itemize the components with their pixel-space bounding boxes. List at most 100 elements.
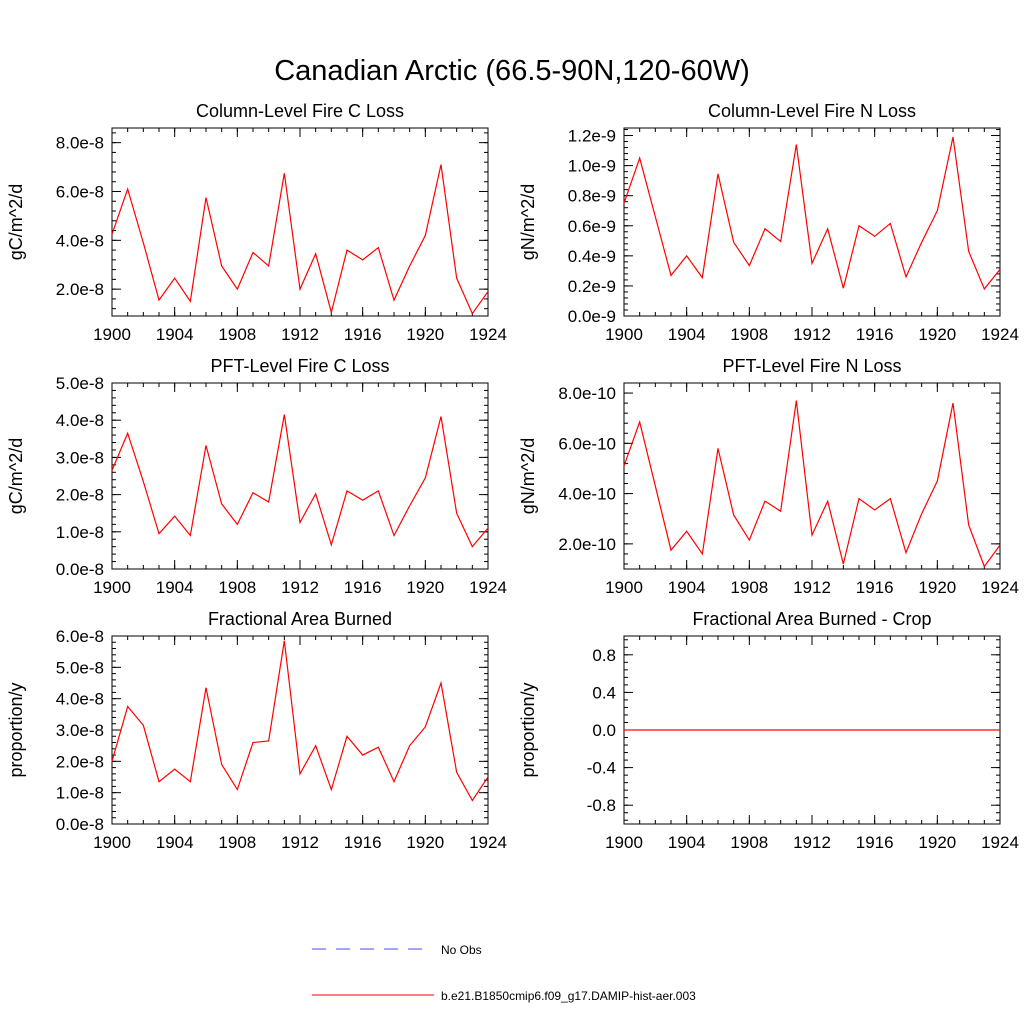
x-tick-label: 1920 — [918, 833, 956, 852]
y-tick-label: 4.0e-8 — [56, 231, 104, 250]
panel-title: Column-Level Fire C Loss — [196, 101, 404, 121]
x-tick-label: 1912 — [793, 325, 831, 344]
x-tick-label: 1908 — [730, 578, 768, 597]
y-axis-label: gN/m^2/d — [518, 438, 538, 514]
x-tick-label: 1900 — [93, 833, 131, 852]
x-tick-label: 1916 — [344, 325, 382, 344]
series-line — [111, 640, 489, 802]
y-tick-label: 3.0e-8 — [56, 448, 104, 467]
legend-model-label: b.e21.B1850cmip6.f09_g17.DAMIP-hist-aer.… — [441, 989, 696, 1003]
x-tick-label: 1924 — [981, 578, 1019, 597]
x-tick-label: 1912 — [281, 325, 319, 344]
y-tick-label: -0.4 — [587, 759, 616, 778]
panel-title: Fractional Area Burned — [208, 609, 392, 629]
x-tick-label: 1916 — [344, 833, 382, 852]
legend: No Obs b.e21.B1850cmip6.f09_g17.DAMIP-hi… — [312, 943, 696, 1003]
y-tick-label: 8.0e-10 — [558, 384, 616, 403]
y-tick-label: 0.4e-9 — [568, 247, 616, 266]
y-tick-label: 2.0e-8 — [56, 486, 104, 505]
panel-title: PFT-Level Fire N Loss — [722, 356, 901, 376]
x-tick-label: 1920 — [406, 325, 444, 344]
x-tick-label: 1920 — [406, 833, 444, 852]
panels: Column-Level Fire C Loss gC/m^2/d 1900 1904… — [6, 101, 1019, 852]
x-tick-label: 1900 — [605, 578, 643, 597]
x-tick-label: 1924 — [469, 833, 507, 852]
x-tick-label: 1908 — [218, 325, 256, 344]
x-tick-label: 1912 — [281, 578, 319, 597]
y-axis-label: gC/m^2/d — [6, 184, 26, 260]
x-tick-label: 1908 — [730, 325, 768, 344]
panel-title: PFT-Level Fire C Loss — [210, 356, 389, 376]
y-tick-label: 4.0e-8 — [56, 690, 104, 709]
x-tick-label: 1904 — [156, 578, 194, 597]
y-tick-label: 2.0e-8 — [56, 752, 104, 771]
panel-title: Column-Level Fire N Loss — [708, 101, 916, 121]
x-tick-label: 1904 — [668, 833, 706, 852]
y-tick-label: 0.0e-8 — [56, 815, 104, 834]
x-tick-label: 1904 — [668, 325, 706, 344]
y-axis-label: proportion/y — [6, 682, 26, 777]
y-tick-label: 6.0e-10 — [558, 434, 616, 453]
x-tick-label: 1900 — [605, 325, 643, 344]
x-tick-label: 1908 — [218, 833, 256, 852]
x-tick-label: 1916 — [856, 325, 894, 344]
panel-1: Column-Level Fire C Loss gC/m^2/d 1900 1904… — [6, 101, 507, 344]
x-tick-label: 1920 — [918, 325, 956, 344]
x-tick-label: 1900 — [93, 325, 131, 344]
panel-6: Fractional Area Burned - Crop proportion/… — [518, 609, 1019, 852]
y-tick-label: 4.0e-10 — [558, 485, 616, 504]
y-tick-label: 0.4 — [592, 683, 616, 702]
y-tick-label: 0.8e-9 — [568, 187, 616, 206]
x-tick-label: 1908 — [730, 833, 768, 852]
y-tick-label: 5.0e-8 — [56, 374, 104, 393]
y-tick-label: 1.0e-9 — [568, 157, 616, 176]
y-tick-label: 1.0e-8 — [56, 784, 104, 803]
series-line — [111, 414, 489, 548]
panel-3: PFT-Level Fire C Loss gC/m^2/d 1900 1904 190… — [6, 356, 507, 597]
plot-frame — [111, 382, 489, 570]
x-tick-label: 1912 — [793, 833, 831, 852]
x-tick-label: 1924 — [469, 325, 507, 344]
panel-5: Fractional Area Burned proportion/y 1900 19… — [6, 609, 507, 852]
x-tick-label: 1924 — [981, 833, 1019, 852]
y-tick-label: 2.0e-10 — [558, 535, 616, 554]
x-tick-label: 1920 — [406, 578, 444, 597]
series-line — [623, 136, 1001, 291]
panel-2: Column-Level Fire N Loss gN/m^2/d 1900 1904… — [518, 101, 1019, 344]
x-tick-label: 1920 — [918, 578, 956, 597]
y-axis-label: gN/m^2/d — [518, 184, 538, 260]
plot-frame — [623, 127, 1001, 317]
x-tick-label: 1900 — [605, 833, 643, 852]
x-tick-label: 1904 — [156, 325, 194, 344]
y-tick-label: 0.6e-9 — [568, 217, 616, 236]
y-tick-label: 3.0e-8 — [56, 721, 104, 740]
y-tick-label: 6.0e-8 — [56, 627, 104, 646]
y-tick-label: 0.2e-9 — [568, 277, 616, 296]
y-axis-label: gC/m^2/d — [6, 438, 26, 514]
legend-obs-label: No Obs — [441, 943, 482, 957]
x-tick-label: 1912 — [793, 578, 831, 597]
y-tick-label: 0.0e-8 — [56, 560, 104, 579]
x-tick-label: 1924 — [469, 578, 507, 597]
y-tick-label: 1.0e-8 — [56, 523, 104, 542]
y-tick-label: 0.0e-9 — [568, 307, 616, 326]
y-axis-label: proportion/y — [518, 682, 538, 777]
y-tick-label: -0.8 — [587, 796, 616, 815]
x-tick-label: 1924 — [981, 325, 1019, 344]
series-line — [111, 164, 489, 315]
plot-frame — [623, 382, 1001, 570]
panel-title: Fractional Area Burned - Crop — [692, 609, 931, 629]
panel-4: PFT-Level Fire N Loss gN/m^2/d 1900 1904 190… — [518, 356, 1019, 597]
y-tick-label: 1.2e-9 — [568, 127, 616, 146]
y-tick-label: 8.0e-8 — [56, 134, 104, 153]
y-tick-label: 5.0e-8 — [56, 658, 104, 677]
y-tick-label: 6.0e-8 — [56, 182, 104, 201]
y-tick-label: 0.8 — [592, 646, 616, 665]
x-tick-label: 1908 — [218, 578, 256, 597]
y-tick-label: 0.0 — [592, 721, 616, 740]
x-tick-label: 1916 — [344, 578, 382, 597]
y-tick-label: 2.0e-8 — [56, 280, 104, 299]
plot-frame — [111, 635, 489, 825]
figure-title: Canadian Arctic (66.5-90N,120-60W) — [274, 55, 750, 87]
